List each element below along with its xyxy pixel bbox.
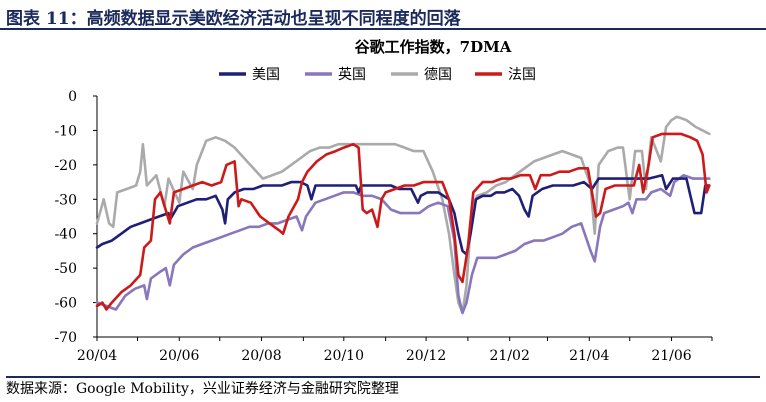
x-tick-label: 21/02 — [490, 348, 530, 364]
chart-title: 谷歌工作指数，7DMA — [355, 38, 512, 56]
y-tick-label: -60 — [54, 296, 77, 312]
figure-source: 数据来源：Google Mobility，兴业证券经济与金融研究院整理 — [6, 376, 760, 398]
series-line — [95, 115, 711, 315]
y-tick-label: 0 — [68, 89, 77, 105]
y-tick-label: -20 — [54, 158, 77, 174]
legend-label: 美国 — [252, 67, 280, 83]
legend-label: 法国 — [508, 67, 536, 83]
line-chart: 谷歌工作指数，7DMA 美国 英国 德国 法国 0 -10 -20 -30 -40 -50 -60 -7… — [54, 38, 713, 364]
series-line — [95, 173, 711, 315]
series-line — [95, 132, 711, 311]
figure-header: 图表 11：高频数据显示美欧经济活动也呈现不同程度的回落 — [0, 0, 766, 30]
y-tick-label: -70 — [54, 330, 77, 346]
x-tick-label: 20/12 — [406, 348, 446, 364]
legend-label: 德国 — [424, 67, 452, 83]
y-tick-label: -40 — [54, 227, 77, 243]
x-tick-label: 20/10 — [324, 348, 364, 364]
y-tick-label: -30 — [54, 192, 77, 208]
figure-title: 图表 11：高频数据显示美欧经济活动也呈现不同程度的回落 — [6, 9, 461, 29]
x-tick-label: 20/04 — [77, 348, 117, 364]
x-tick-label: 20/06 — [159, 348, 199, 364]
x-tick-label: 20/08 — [241, 348, 281, 364]
x-tick-label: 21/06 — [651, 348, 691, 364]
y-tick-label: -10 — [54, 123, 77, 139]
x-tick-label: 21/04 — [569, 348, 609, 364]
y-tick-label: -50 — [54, 261, 77, 277]
series-line — [95, 173, 711, 256]
legend-label: 英国 — [338, 66, 366, 83]
